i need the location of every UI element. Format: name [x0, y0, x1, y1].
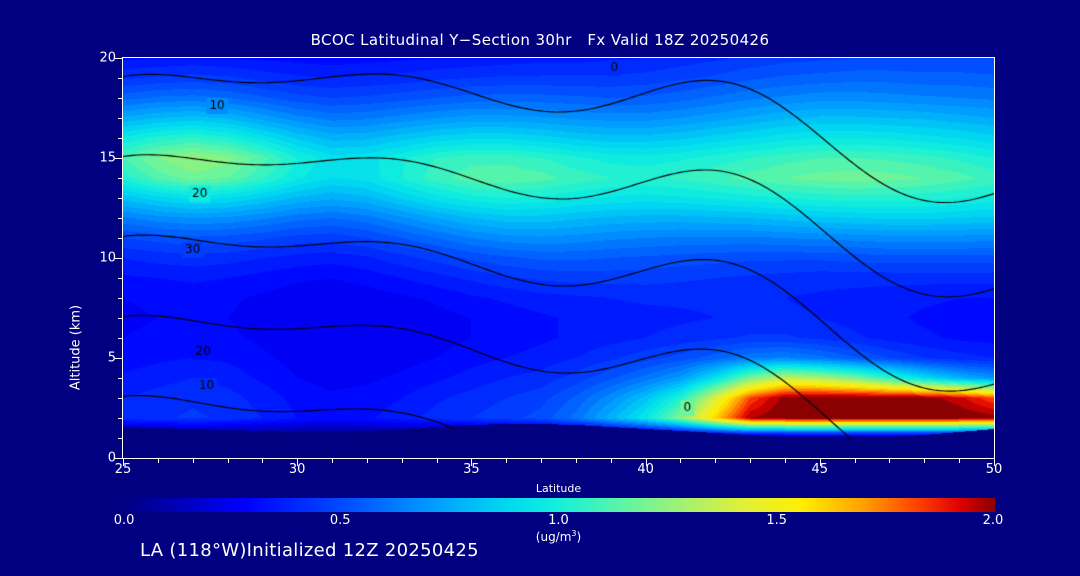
- x-tick-mark: [855, 459, 856, 463]
- x-tick-mark: [437, 459, 438, 463]
- y-tick-mark: [118, 178, 122, 179]
- x-tick-mark: [332, 459, 333, 463]
- x-tick-mark: [541, 459, 542, 463]
- x-axis-tick: 40: [637, 462, 654, 477]
- colorbar-units-exponent: 3: [571, 529, 577, 538]
- x-tick-mark: [680, 459, 681, 463]
- x-tick-mark: [471, 459, 472, 466]
- x-tick-mark: [158, 459, 159, 463]
- x-tick-mark: [262, 459, 263, 463]
- x-tick-mark: [994, 459, 995, 466]
- x-tick-mark: [646, 459, 647, 466]
- y-tick-mark: [118, 78, 122, 79]
- x-tick-mark: [402, 459, 403, 463]
- y-tick-mark: [118, 438, 122, 439]
- x-tick-mark: [367, 459, 368, 463]
- colorbar-tick: 0.0: [113, 513, 135, 528]
- y-tick-mark: [118, 118, 122, 119]
- y-axis-tick: 0: [107, 450, 116, 466]
- x-axis-tick: 25: [114, 462, 132, 477]
- x-tick-mark: [506, 459, 507, 463]
- y-tick-mark: [118, 278, 122, 279]
- x-tick-mark: [297, 459, 298, 466]
- y-tick-mark: [115, 258, 122, 259]
- y-tick-mark: [118, 138, 122, 139]
- y-tick-mark: [118, 198, 122, 199]
- y-tick-mark: [118, 338, 122, 339]
- y-axis-tick: 10: [99, 250, 116, 266]
- chart-title: BCOC Latitudinal Y−Section 30hr Fx Valid…: [310, 31, 770, 49]
- colorbar-tick: 2.0: [982, 513, 1004, 528]
- y-tick-mark: [115, 158, 122, 159]
- x-axis-tick: 30: [288, 462, 306, 477]
- x-tick-mark: [228, 459, 229, 463]
- y-tick-mark: [115, 358, 122, 359]
- x-tick-mark: [924, 459, 925, 463]
- plot-area[interactable]: [122, 57, 995, 459]
- x-tick-mark: [611, 459, 612, 463]
- y-axis-tick: 5: [107, 350, 116, 366]
- x-tick-mark: [193, 459, 194, 463]
- x-axis-tick-labels: 25 30 35 40 45 50: [115, 462, 1003, 482]
- y-axis-tick: 20: [99, 50, 116, 66]
- x-tick-mark: [959, 459, 960, 463]
- y-axis-tick-labels: 0 5 10 15 20: [78, 51, 116, 466]
- footer-caption: LA (118°W)Initialized 12Z 20250425: [140, 540, 479, 561]
- x-axis-tick: 35: [463, 462, 480, 477]
- y-tick-mark: [118, 318, 122, 319]
- y-tick-mark: [115, 58, 122, 59]
- x-axis-title: Latitude: [535, 482, 582, 495]
- colorbar-tick: 1.5: [766, 513, 788, 528]
- x-tick-mark: [785, 459, 786, 463]
- y-tick-mark: [118, 418, 122, 419]
- x-tick-mark: [820, 459, 821, 466]
- x-tick-mark: [576, 459, 577, 463]
- heatmap-canvas: [123, 58, 994, 458]
- y-tick-mark: [118, 98, 122, 99]
- colorbar-units-paren: ): [576, 530, 582, 544]
- colorbar-gradient: [122, 498, 995, 512]
- y-tick-mark: [118, 398, 122, 399]
- x-tick-mark: [889, 459, 890, 463]
- y-tick-mark: [118, 298, 122, 299]
- x-axis-tick: 50: [985, 462, 1003, 477]
- colorbar-tick: 1.0: [548, 513, 569, 528]
- colorbar-units-text: (ug/m: [535, 530, 572, 544]
- x-axis-tick: 45: [811, 462, 829, 477]
- colorbar-tick-labels: 0.0 0.5 1.0 1.5 2.0: [114, 513, 1004, 531]
- x-tick-mark: [123, 459, 124, 466]
- x-tick-mark: [750, 459, 751, 463]
- colorbar-tick: 0.5: [329, 513, 351, 528]
- colorbar[interactable]: [122, 498, 995, 512]
- y-tick-mark: [118, 218, 122, 219]
- colorbar-units: (ug/m3): [122, 529, 995, 544]
- y-tick-mark: [118, 378, 122, 379]
- y-axis-tick: 15: [99, 150, 116, 166]
- y-tick-mark: [118, 238, 122, 239]
- y-tick-mark: [115, 458, 122, 459]
- x-tick-mark: [715, 459, 716, 463]
